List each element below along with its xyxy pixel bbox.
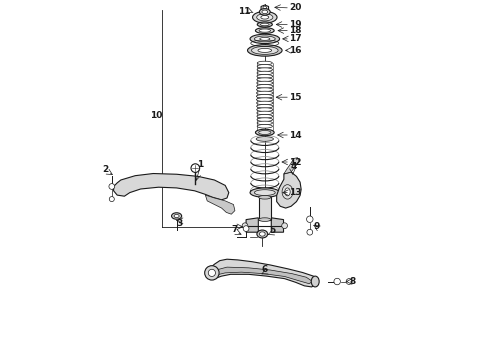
Text: 18: 18 — [289, 26, 302, 35]
Ellipse shape — [258, 49, 271, 53]
Ellipse shape — [262, 10, 268, 14]
Ellipse shape — [261, 23, 269, 26]
Polygon shape — [284, 158, 299, 174]
Text: 12: 12 — [289, 158, 302, 166]
Ellipse shape — [261, 15, 269, 19]
Ellipse shape — [282, 185, 293, 199]
Ellipse shape — [257, 101, 273, 105]
Ellipse shape — [251, 46, 278, 54]
Ellipse shape — [257, 114, 273, 118]
Ellipse shape — [247, 45, 282, 56]
Ellipse shape — [257, 121, 272, 125]
Text: 4: 4 — [291, 162, 297, 171]
Text: 7: 7 — [231, 225, 237, 234]
Ellipse shape — [259, 218, 271, 221]
Ellipse shape — [285, 188, 290, 196]
Ellipse shape — [257, 104, 273, 108]
Ellipse shape — [257, 125, 272, 128]
Ellipse shape — [257, 118, 272, 121]
Text: 5: 5 — [270, 226, 276, 235]
Ellipse shape — [260, 37, 270, 40]
Text: 10: 10 — [149, 111, 162, 120]
Circle shape — [346, 279, 352, 284]
Ellipse shape — [256, 94, 273, 98]
Polygon shape — [205, 195, 235, 214]
Ellipse shape — [257, 71, 272, 75]
Ellipse shape — [257, 78, 273, 81]
Ellipse shape — [259, 195, 271, 199]
Polygon shape — [114, 174, 229, 200]
Ellipse shape — [255, 129, 274, 136]
Ellipse shape — [172, 213, 182, 219]
Ellipse shape — [257, 61, 272, 65]
Text: 3: 3 — [176, 219, 183, 228]
Ellipse shape — [259, 232, 265, 236]
Ellipse shape — [257, 14, 273, 21]
Ellipse shape — [256, 91, 273, 95]
Polygon shape — [246, 218, 258, 232]
Text: 13: 13 — [289, 188, 302, 197]
Ellipse shape — [257, 75, 273, 78]
Text: 17: 17 — [289, 35, 302, 44]
Ellipse shape — [257, 85, 273, 88]
Ellipse shape — [254, 190, 275, 195]
Ellipse shape — [311, 276, 319, 287]
Circle shape — [109, 197, 114, 202]
Circle shape — [307, 216, 313, 222]
Polygon shape — [277, 172, 301, 208]
Polygon shape — [261, 5, 269, 11]
Text: 6: 6 — [262, 266, 268, 274]
Circle shape — [242, 223, 248, 229]
Ellipse shape — [254, 36, 275, 42]
Text: 11: 11 — [238, 7, 250, 16]
Text: 8: 8 — [349, 277, 355, 286]
Ellipse shape — [257, 22, 272, 27]
Ellipse shape — [256, 137, 273, 141]
Ellipse shape — [256, 98, 273, 102]
Circle shape — [109, 184, 115, 189]
Ellipse shape — [250, 188, 280, 197]
Text: 19: 19 — [289, 20, 302, 29]
Text: 20: 20 — [289, 4, 301, 13]
Text: 2: 2 — [102, 165, 108, 174]
Circle shape — [282, 223, 288, 229]
Circle shape — [191, 164, 199, 172]
Ellipse shape — [257, 230, 268, 238]
Ellipse shape — [252, 12, 277, 23]
Text: 14: 14 — [289, 131, 302, 140]
Circle shape — [205, 266, 219, 280]
Ellipse shape — [255, 28, 274, 33]
Ellipse shape — [257, 111, 273, 115]
Ellipse shape — [174, 215, 179, 217]
Text: 1: 1 — [197, 161, 203, 170]
Polygon shape — [271, 218, 284, 232]
Polygon shape — [207, 259, 317, 287]
Circle shape — [263, 6, 267, 10]
Circle shape — [334, 278, 341, 285]
Ellipse shape — [259, 29, 270, 32]
Text: 9: 9 — [314, 222, 320, 231]
Text: 15: 15 — [289, 93, 302, 102]
Circle shape — [243, 226, 249, 231]
Ellipse shape — [257, 108, 273, 112]
Ellipse shape — [250, 34, 280, 44]
Bar — [259, 197, 271, 220]
Ellipse shape — [259, 9, 270, 15]
Circle shape — [208, 269, 216, 276]
Ellipse shape — [259, 131, 271, 135]
Text: 16: 16 — [289, 46, 302, 55]
Ellipse shape — [257, 81, 273, 85]
Circle shape — [307, 229, 313, 235]
Ellipse shape — [257, 64, 272, 68]
Ellipse shape — [257, 88, 273, 91]
Polygon shape — [211, 267, 313, 284]
Ellipse shape — [257, 68, 272, 72]
